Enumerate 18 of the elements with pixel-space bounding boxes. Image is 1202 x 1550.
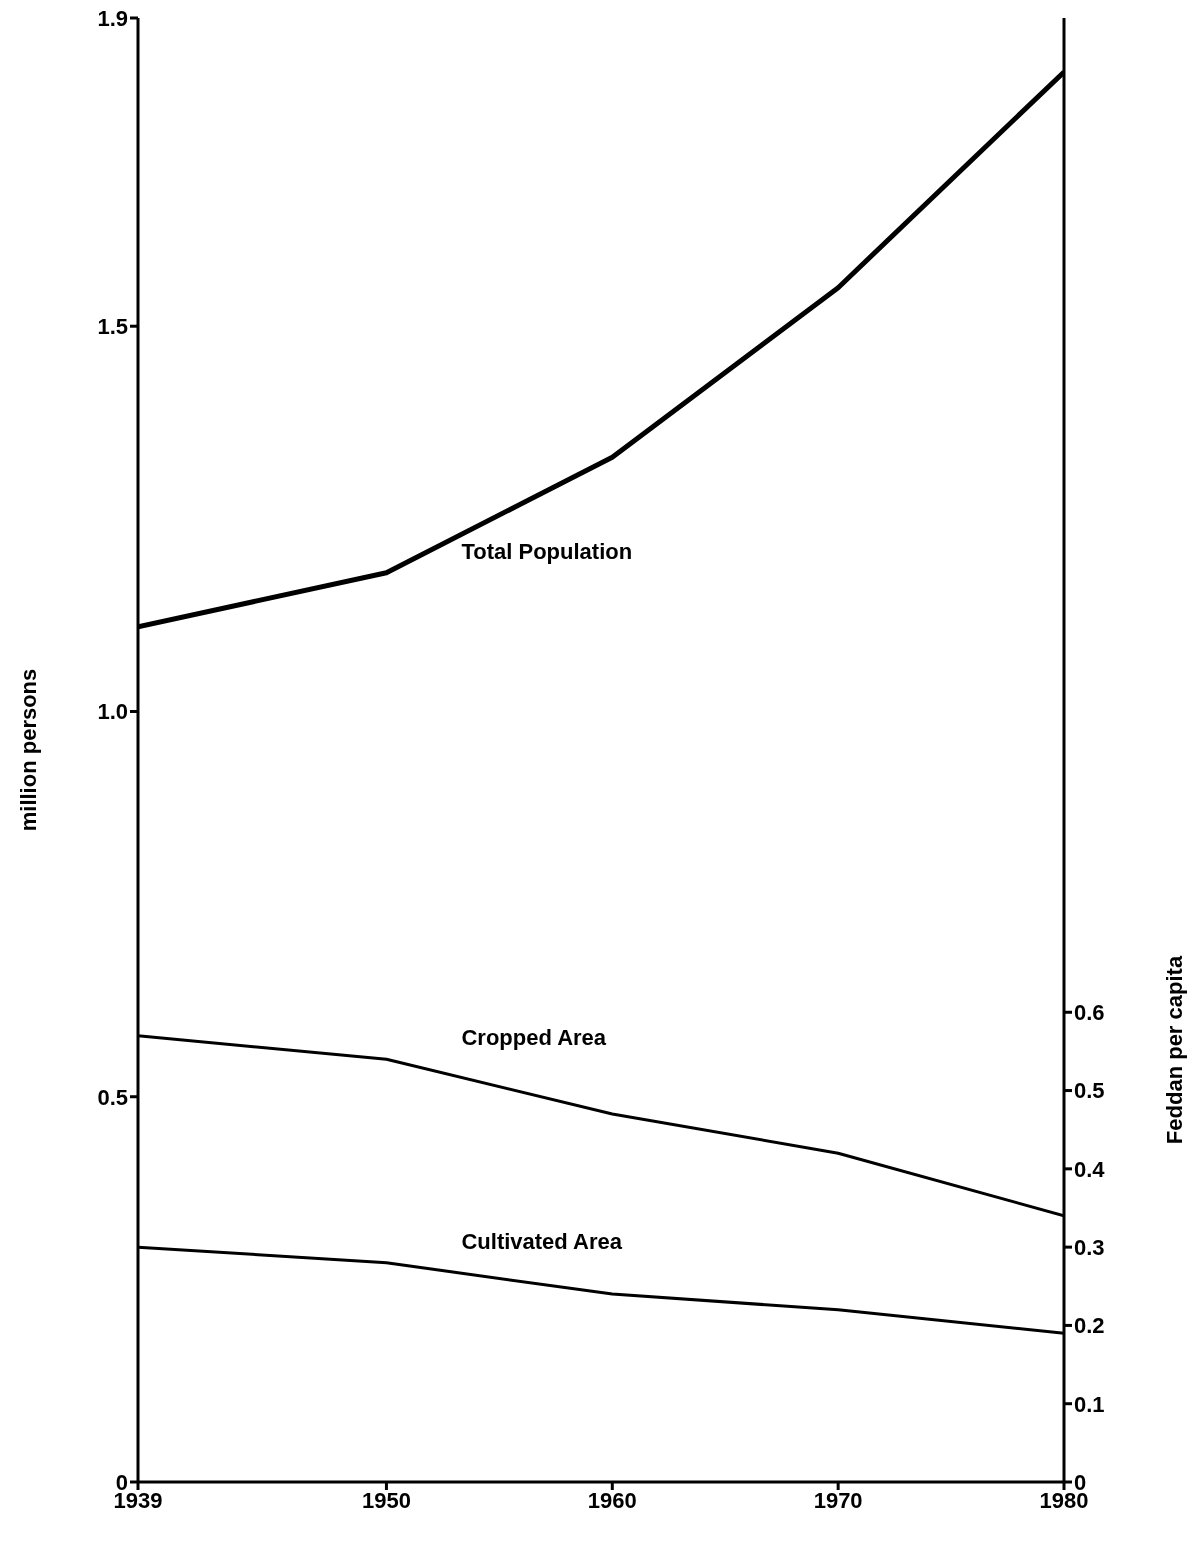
series-label: Cultivated Area [461,1228,623,1254]
y-tick-label: 0.5 [97,1084,128,1110]
y-axis-title: million persons [15,668,41,832]
y-tick-label: 1.9 [97,5,128,31]
y2-tick-label: 0.5 [1074,1078,1105,1104]
y2-axis-title: Feddan per capita [1161,955,1187,1145]
y-tick-label: 1.5 [97,314,128,340]
y2-tick-label: 0.6 [1074,1000,1105,1026]
x-tick-label: 1970 [813,1487,863,1513]
x-tick-label: 1950 [361,1487,411,1513]
y2-tick-label: 0.1 [1074,1391,1105,1417]
y2-tick-label: 0.3 [1074,1234,1105,1260]
y-tick-label: 1.0 [97,699,128,725]
y2-tick-label: 0.2 [1074,1313,1105,1339]
series-label: Total Population [461,538,633,564]
y2-tick-label: 0.4 [1074,1156,1106,1182]
x-tick-label: 1960 [587,1487,637,1513]
series-label: Cropped Area [461,1025,607,1051]
